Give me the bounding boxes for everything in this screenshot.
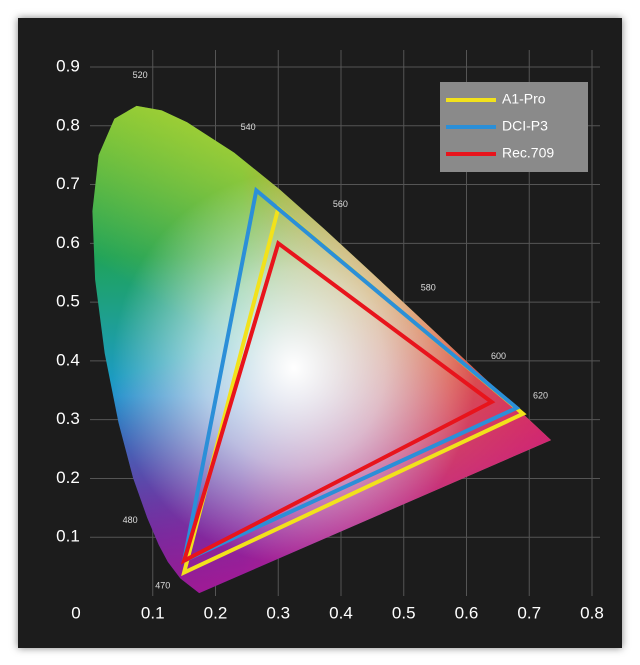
gamut-triangle <box>180 239 496 565</box>
marks: 520 540 560 580 600 620 480 470 <box>123 70 548 590</box>
x-tick-label: 0.4 <box>329 603 353 622</box>
x-tick-label: 0 <box>71 603 80 622</box>
x-tick-label: 0.3 <box>266 603 290 622</box>
y-tick-label: 0.1 <box>56 527 80 546</box>
y-tick-label: 0.3 <box>56 409 80 428</box>
wavelength-label: 480 <box>123 515 138 525</box>
gamut-triangle <box>181 186 521 565</box>
wavelength-label: 520 <box>133 70 148 80</box>
legend: A1-Pro DCI-P3 Rec.709 <box>440 82 588 172</box>
x-tick-label: 0.2 <box>204 603 228 622</box>
wavelength-label: 470 <box>155 580 170 590</box>
wavelength-label: 540 <box>241 122 256 132</box>
wavelength-label: 580 <box>421 282 436 292</box>
x-tick-label: 0.6 <box>455 603 479 622</box>
y-tick-label: 0.8 <box>56 115 80 134</box>
y-tick-label: 0.2 <box>56 468 80 487</box>
y-tick-label: 0.4 <box>56 350 80 369</box>
y-tick-label: 0.5 <box>56 292 80 311</box>
legend-label: DCI-P3 <box>502 118 548 134</box>
wavelength-label: 560 <box>333 199 348 209</box>
x-tick-label: 0.8 <box>580 603 604 622</box>
grid: 0 0.1 0.2 0.3 0.4 0.5 0.6 0.7 0.8 0.1 0.2 0.3 0.4 0.5… <box>56 50 604 622</box>
y-tick-label: 0.9 <box>56 56 80 75</box>
y-tick-label: 0.7 <box>56 174 80 193</box>
x-tick-label: 0.5 <box>392 603 416 622</box>
wavelength-label: 600 <box>491 351 506 361</box>
x-tick-label: 0.1 <box>141 603 165 622</box>
wavelength-label: 620 <box>533 391 548 401</box>
legend-label: Rec.709 <box>502 145 554 161</box>
y-tick-label: 0.6 <box>56 233 80 252</box>
legend-label: A1-Pro <box>502 91 546 107</box>
x-tick-label: 0.7 <box>517 603 541 622</box>
